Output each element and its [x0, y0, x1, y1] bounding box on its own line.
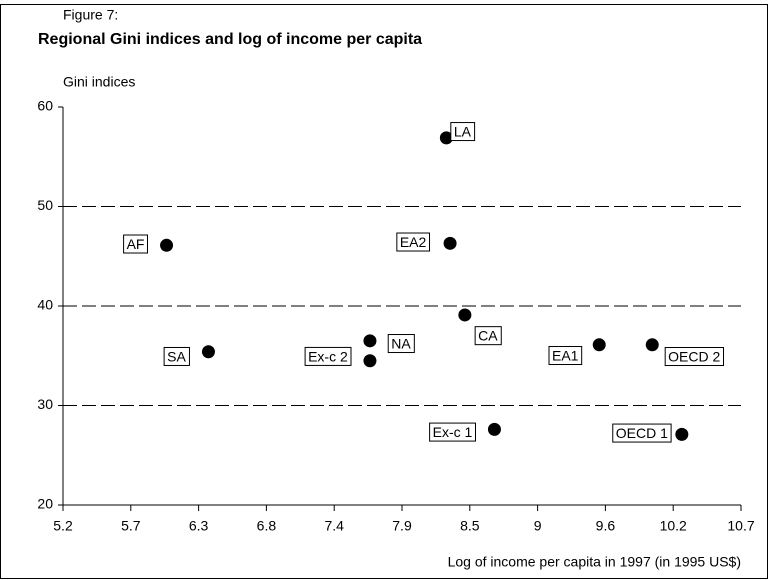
- chart-title: Regional Gini indices and log of income …: [38, 31, 422, 48]
- x-tick-label: 7.9: [392, 518, 412, 534]
- point-label-box: [474, 326, 502, 346]
- y-tick-label: 20: [37, 496, 53, 512]
- point: [363, 354, 377, 368]
- x-tick-label: 10.2: [660, 518, 687, 534]
- point-label: EA1: [552, 348, 579, 364]
- point-label-box: [429, 422, 477, 442]
- point-label-box: [548, 346, 583, 366]
- x-tick-label: 8.5: [460, 518, 480, 534]
- x-tick-label: 5.7: [121, 518, 141, 534]
- point-label-box: [450, 122, 476, 142]
- point: [160, 238, 174, 252]
- point: [487, 422, 501, 436]
- y-axis-label: Gini indices: [63, 74, 135, 90]
- point-label-box: [396, 232, 431, 252]
- point-label: Ex-c 1: [433, 424, 473, 440]
- point-label-box: [163, 346, 190, 366]
- x-tick-label: 10.7: [727, 518, 754, 534]
- point: [363, 334, 377, 348]
- point-label: NA: [391, 336, 411, 352]
- point-label: OECD 2: [668, 349, 720, 365]
- point-label: EA2: [400, 234, 427, 250]
- y-tick-label: 30: [37, 396, 53, 412]
- x-tick-label: 5.2: [53, 518, 73, 534]
- point-label-box: [304, 346, 352, 366]
- x-axis-label: Log of income per capita in 1997 (in 199…: [448, 554, 741, 570]
- point: [458, 308, 472, 322]
- point-label-box: [664, 347, 725, 367]
- point-label: LA: [454, 124, 472, 140]
- y-tick-label: 50: [37, 197, 53, 213]
- frame: [0, 4, 768, 579]
- x-tick-label: 7.4: [324, 518, 344, 534]
- point: [201, 345, 215, 359]
- point-label: Ex-c 2: [308, 348, 348, 364]
- point-label: AF: [127, 236, 145, 252]
- point-label-box: [612, 423, 672, 443]
- x-tick-label: 9: [534, 518, 542, 534]
- point: [592, 338, 606, 352]
- figure-label: Figure 7:: [63, 7, 118, 23]
- point-label: CA: [478, 328, 498, 344]
- point-label: OECD 1: [616, 425, 668, 441]
- point: [645, 338, 659, 352]
- x-tick-label: 9.6: [596, 518, 616, 534]
- point-label-box: [123, 234, 148, 254]
- point: [443, 236, 457, 250]
- y-tick-label: 60: [37, 98, 53, 114]
- point-label: SA: [167, 348, 186, 364]
- point: [675, 427, 689, 441]
- y-tick-label: 40: [37, 297, 53, 313]
- point: [439, 131, 453, 145]
- point-label-box: [387, 334, 415, 354]
- x-tick-label: 6.3: [189, 518, 209, 534]
- x-tick-label: 6.8: [257, 518, 277, 534]
